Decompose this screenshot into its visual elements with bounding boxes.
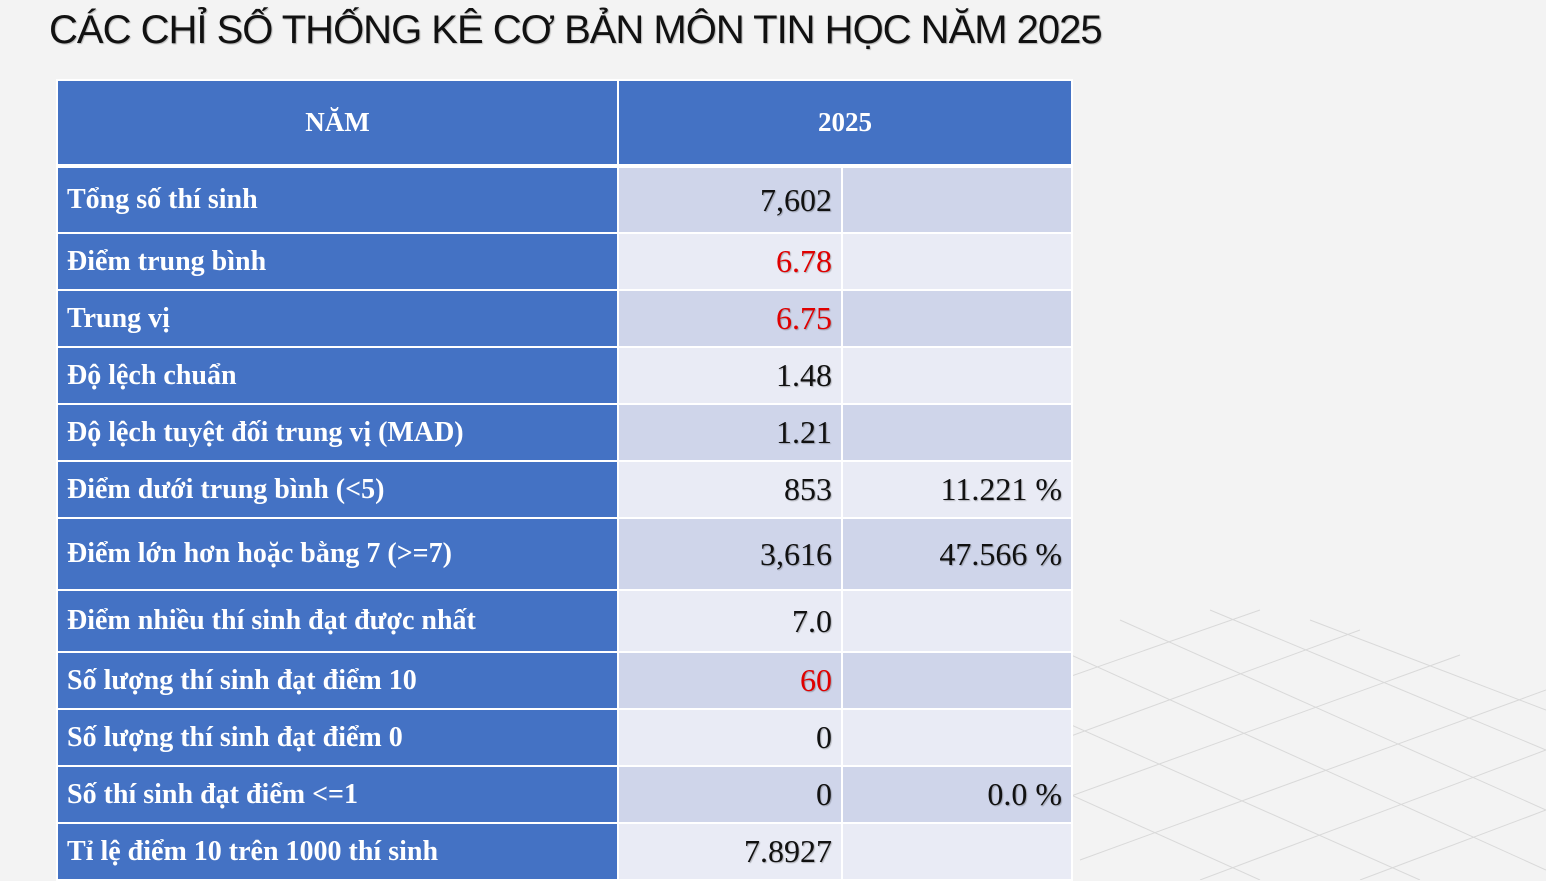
row-label: Điểm dưới trung bình (<5) xyxy=(56,460,619,519)
row-label: Tổng số thí sinh xyxy=(56,165,619,234)
row-value: 7.0 xyxy=(617,589,843,653)
table-row: Số lượng thí sinh đạt điểm 10 60 xyxy=(56,651,1073,710)
row-value: 0 xyxy=(617,708,843,767)
row-value: 6.78 xyxy=(617,232,843,291)
row-value: 3,616 xyxy=(617,517,843,591)
page-title: CÁC CHỈ SỐ THỐNG KÊ CƠ BẢN MÔN TIN HỌC N… xyxy=(49,8,1103,52)
table-body: Tổng số thí sinh 7,602 Điểm trung bình 6.78… xyxy=(56,165,1073,881)
row-label: Điểm trung bình xyxy=(56,232,619,291)
table-header-row: NĂM 2025 xyxy=(56,79,1073,168)
row-percent: 0.0 % xyxy=(841,765,1073,824)
row-value: 0 xyxy=(617,765,843,824)
row-percent xyxy=(841,651,1073,710)
row-value: 7.8927 xyxy=(617,822,843,881)
row-value: 1.48 xyxy=(617,346,843,405)
row-value: 6.75 xyxy=(617,289,843,348)
row-label: Độ lệch chuẩn xyxy=(56,346,619,405)
table-row: Điểm trung bình 6.78 xyxy=(56,232,1073,291)
row-label: Điểm nhiều thí sinh đạt được nhất xyxy=(56,589,619,653)
row-percent xyxy=(841,822,1073,881)
row-value: 1.21 xyxy=(617,403,843,462)
statistics-table: NĂM 2025 Tổng số thí sinh 7,602 Điểm trung… xyxy=(56,79,1073,881)
table-row: Điểm lớn hơn hoặc bằng 7 (>=7) 3,616 47.56… xyxy=(56,517,1073,591)
row-percent xyxy=(841,708,1073,767)
row-label: Tỉ lệ điểm 10 trên 1000 thí sinh xyxy=(56,822,619,881)
row-label: Điểm lớn hơn hoặc bằng 7 (>=7) xyxy=(56,517,619,591)
table-row: Điểm nhiều thí sinh đạt được nhất 7.0 xyxy=(56,589,1073,653)
row-label: Trung vị xyxy=(56,289,619,348)
row-label: Số thí sinh đạt điểm <=1 xyxy=(56,765,619,824)
row-value: 853 xyxy=(617,460,843,519)
header-year-label: NĂM xyxy=(56,79,619,168)
row-label: Số lượng thí sinh đạt điểm 10 xyxy=(56,651,619,710)
row-label: Số lượng thí sinh đạt điểm 0 xyxy=(56,708,619,767)
table-row: Trung vị 6.75 xyxy=(56,289,1073,348)
table-row: Độ lệch tuyệt đối trung vị (MAD) 1.21 xyxy=(56,403,1073,462)
table-row: Điểm dưới trung bình (<5) 853 11.221 % xyxy=(56,460,1073,519)
table-row: Tổng số thí sinh 7,602 xyxy=(56,165,1073,234)
header-year-value: 2025 xyxy=(617,79,1073,168)
row-value: 60 xyxy=(617,651,843,710)
table-row: Độ lệch chuẩn 1.48 xyxy=(56,346,1073,405)
row-percent xyxy=(841,403,1073,462)
background-grid-pattern xyxy=(1060,609,1546,880)
row-value: 7,602 xyxy=(617,165,843,234)
row-percent xyxy=(841,165,1073,234)
table-row: Tỉ lệ điểm 10 trên 1000 thí sinh 7.8927 xyxy=(56,822,1073,881)
row-percent xyxy=(841,346,1073,405)
row-percent xyxy=(841,232,1073,291)
row-percent: 11.221 % xyxy=(841,460,1073,519)
row-label: Độ lệch tuyệt đối trung vị (MAD) xyxy=(56,403,619,462)
row-percent xyxy=(841,589,1073,653)
row-percent xyxy=(841,289,1073,348)
table-row: Số thí sinh đạt điểm <=1 0 0.0 % xyxy=(56,765,1073,824)
row-percent: 47.566 % xyxy=(841,517,1073,591)
